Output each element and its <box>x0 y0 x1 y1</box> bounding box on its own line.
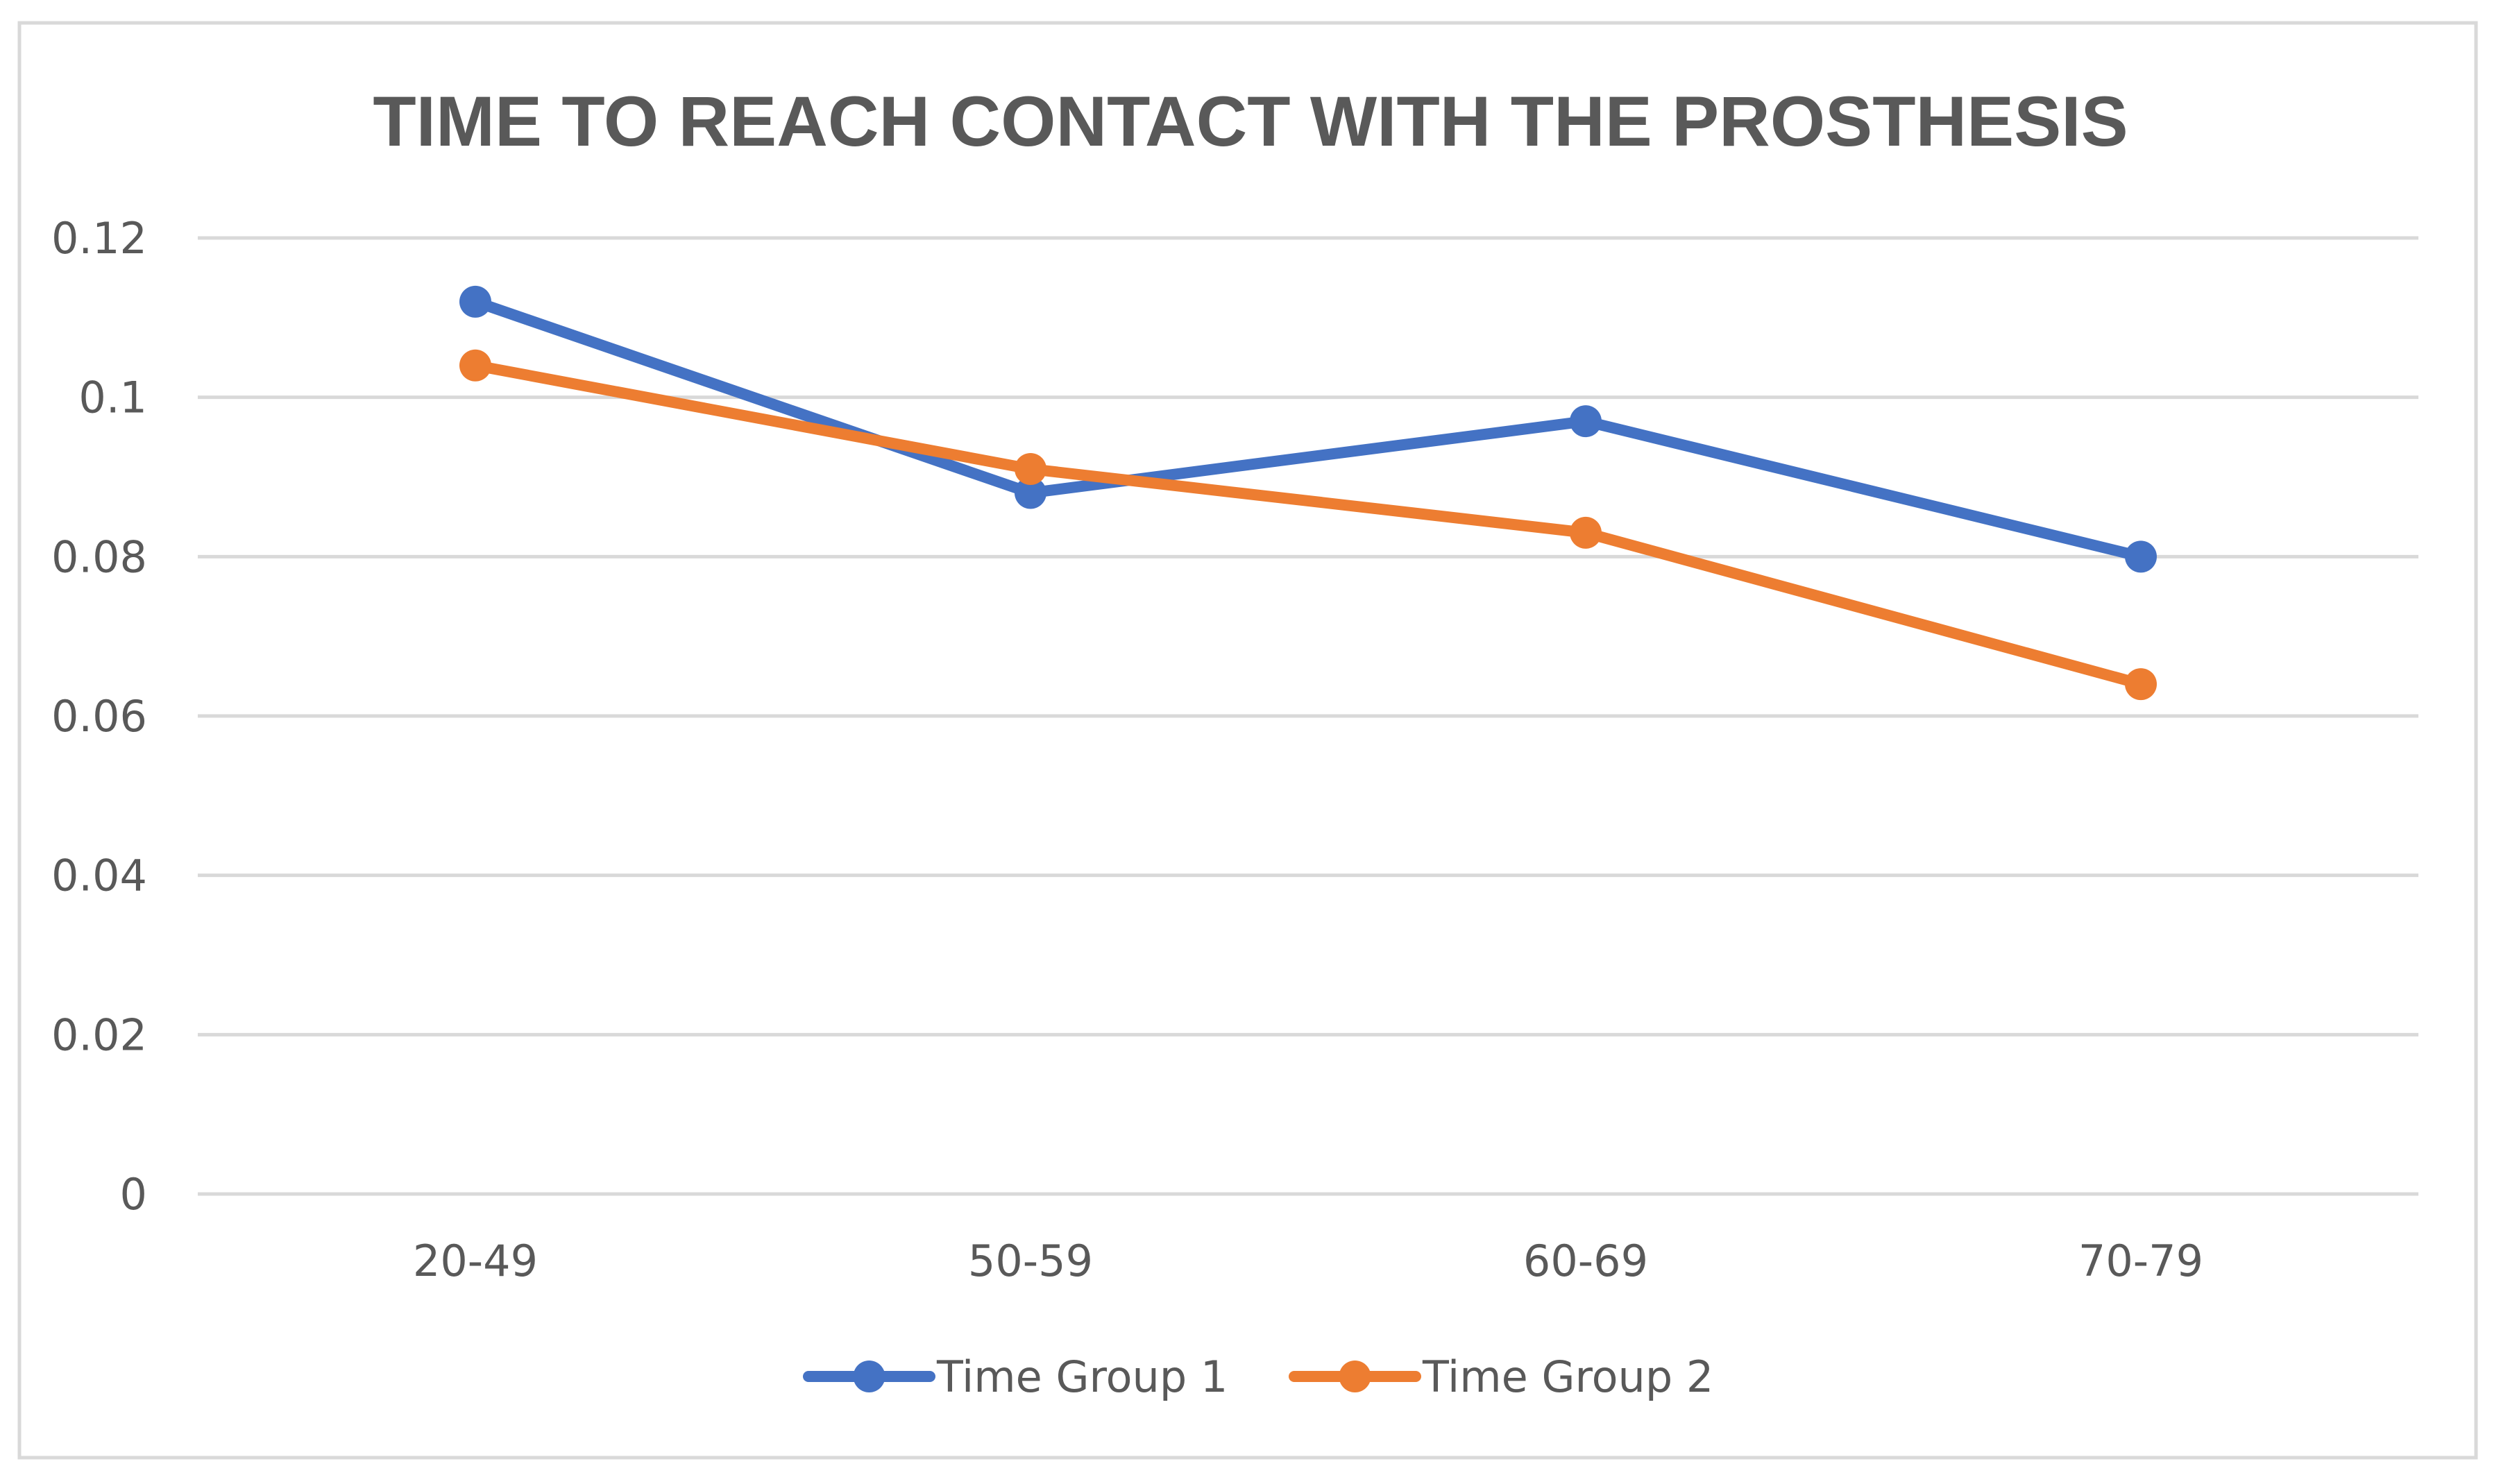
y-tick-label: 0.08 <box>51 531 147 582</box>
data-point <box>459 349 491 382</box>
data-point <box>2125 540 2157 573</box>
legend-item: Time Group 1 <box>803 1351 1228 1402</box>
series-2 <box>459 349 2157 701</box>
y-tick-label: 0.02 <box>51 1009 147 1060</box>
gridlines <box>198 236 2418 1196</box>
data-point <box>1015 477 1046 509</box>
series <box>459 285 2157 701</box>
data-point <box>1015 453 1046 486</box>
series-line <box>470 296 2146 563</box>
series-line <box>470 359 2146 690</box>
data-point <box>1570 405 1602 438</box>
legend-swatch-marker <box>1339 1361 1371 1392</box>
legend-swatch-marker <box>853 1361 885 1392</box>
x-tick-label: 50-59 <box>968 1236 1093 1286</box>
legend: Time Group 1 Time Group 2 <box>803 1351 1713 1402</box>
y-tick-label: 0.1 <box>78 373 147 423</box>
y-axis-ticks: 0 0.02 0.04 0.06 0.08 0.1 0.12 <box>51 213 147 1220</box>
x-tick-label: 70-79 <box>2078 1236 2203 1286</box>
series-1 <box>459 285 2157 573</box>
data-point <box>1570 516 1602 549</box>
legend-label: Time Group 2 <box>1422 1351 1713 1402</box>
data-point <box>2125 668 2157 701</box>
x-axis-ticks: 20-49 50-59 60-69 70-79 <box>413 1236 2203 1286</box>
chart-frame <box>17 21 2478 1460</box>
x-tick-label: 60-69 <box>1523 1236 1648 1286</box>
data-point <box>459 285 491 318</box>
y-tick-label: 0.06 <box>51 691 147 742</box>
legend-item: Time Group 2 <box>1289 1351 1713 1402</box>
chart-title: TIME TO REACH CONTACT WITH THE PROSTHESI… <box>373 82 2128 161</box>
legend-label: Time Group 1 <box>936 1351 1228 1402</box>
y-tick-label: 0.04 <box>51 851 147 901</box>
y-tick-label: 0.12 <box>51 213 147 264</box>
y-tick-label: 0 <box>120 1169 147 1220</box>
x-tick-label: 20-49 <box>413 1236 538 1286</box>
